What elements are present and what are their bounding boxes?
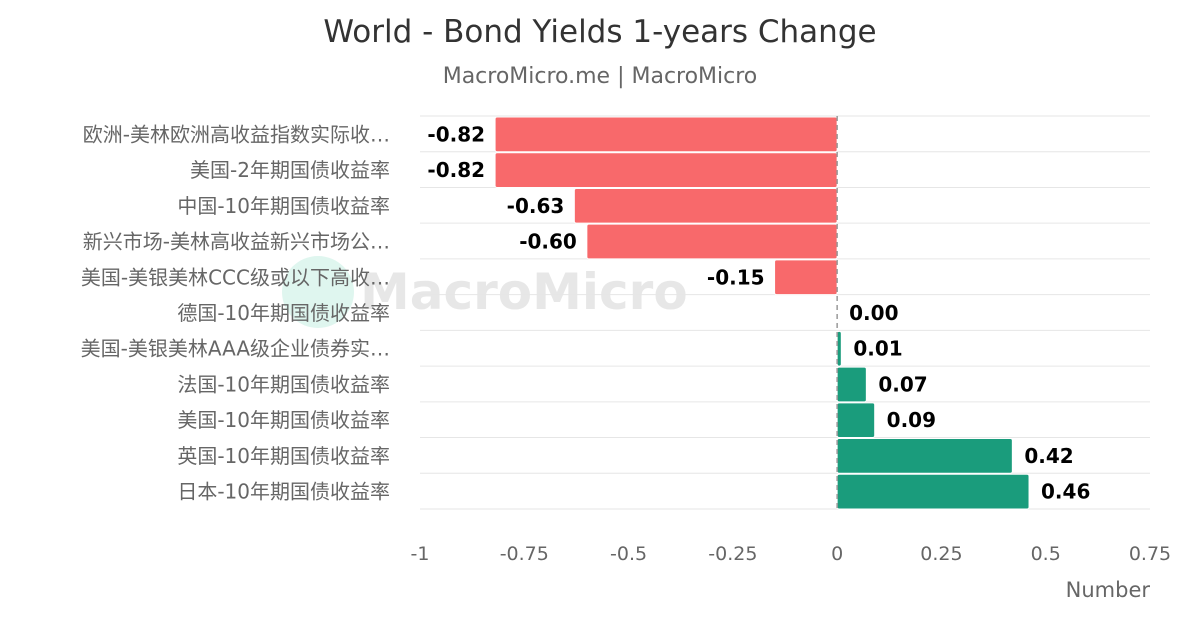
bar[interactable]	[573, 187, 838, 224]
category-label: 法国-10年期国债收益率	[177, 372, 390, 396]
x-tick-label: 0.25	[920, 543, 962, 565]
watermark-text: MacroMicro	[360, 263, 688, 321]
data-label: 0.09	[887, 408, 936, 432]
x-tick-label: -0.25	[708, 543, 757, 565]
x-tick-label: -0.5	[610, 543, 647, 565]
axis-layer: -1 -0.75 -0.5 -0.25 0 0.25 0.5 0.75 Number	[411, 116, 1171, 602]
data-label: 0.01	[853, 337, 902, 361]
data-label: -0.82	[427, 158, 485, 182]
data-label: 0.46	[1041, 480, 1090, 504]
label-layer: 欧洲-美林欧洲高收益指数实际收… -0.82 美国-2年期国债收益率 -0.82 中国-…	[81, 122, 1091, 503]
data-label: 0.07	[878, 372, 927, 396]
data-label: -0.63	[507, 194, 565, 218]
category-label: 美国-2年期国债收益率	[190, 158, 390, 182]
category-label: 德国-10年期国债收益率	[177, 301, 390, 325]
bar[interactable]	[836, 438, 1013, 474]
category-label: 欧洲-美林欧洲高收益指数实际收…	[83, 122, 390, 146]
data-label: 0.42	[1024, 444, 1073, 468]
bar-layer	[494, 116, 1030, 510]
category-label: 中国-10年期国债收益率	[177, 194, 390, 218]
x-tick-label: -1	[411, 543, 430, 565]
bar[interactable]	[586, 223, 838, 260]
x-tick-label: 0.75	[1129, 543, 1171, 565]
chart-subtitle: MacroMicro.me | MacroMicro	[442, 64, 758, 89]
data-label: -0.60	[519, 230, 577, 254]
chart-title: World - Bond Yields 1-years Change	[323, 14, 877, 50]
category-label: 日本-10年期国债收益率	[177, 480, 390, 504]
category-label: 美国-美银美林CCC级或以下高收…	[81, 265, 390, 289]
bar[interactable]	[836, 473, 1030, 510]
x-tick-label: 0	[831, 543, 843, 565]
category-label: 美国-10年期国债收益率	[177, 408, 390, 432]
category-label: 美国-美银美林AAA级企业债券实…	[81, 337, 390, 361]
watermark-logo-icon	[282, 256, 354, 328]
data-label: -0.82	[427, 122, 485, 146]
data-label: -0.15	[707, 265, 765, 289]
bar[interactable]	[836, 330, 842, 367]
bar[interactable]	[774, 259, 838, 296]
bar[interactable]	[494, 152, 838, 188]
category-label: 新兴市场-美林高收益新兴市场公…	[83, 230, 390, 254]
category-label: 英国-10年期国债收益率	[177, 444, 390, 468]
watermark-layer: MacroMicro	[282, 256, 688, 328]
x-tick-label: -0.75	[500, 543, 549, 565]
bar[interactable]	[836, 402, 876, 439]
data-label: 0.00	[849, 301, 898, 325]
x-axis-title: Number	[1066, 578, 1151, 602]
bar[interactable]	[494, 116, 838, 153]
bar[interactable]	[836, 366, 867, 403]
x-tick-label: 0.5	[1031, 543, 1061, 565]
